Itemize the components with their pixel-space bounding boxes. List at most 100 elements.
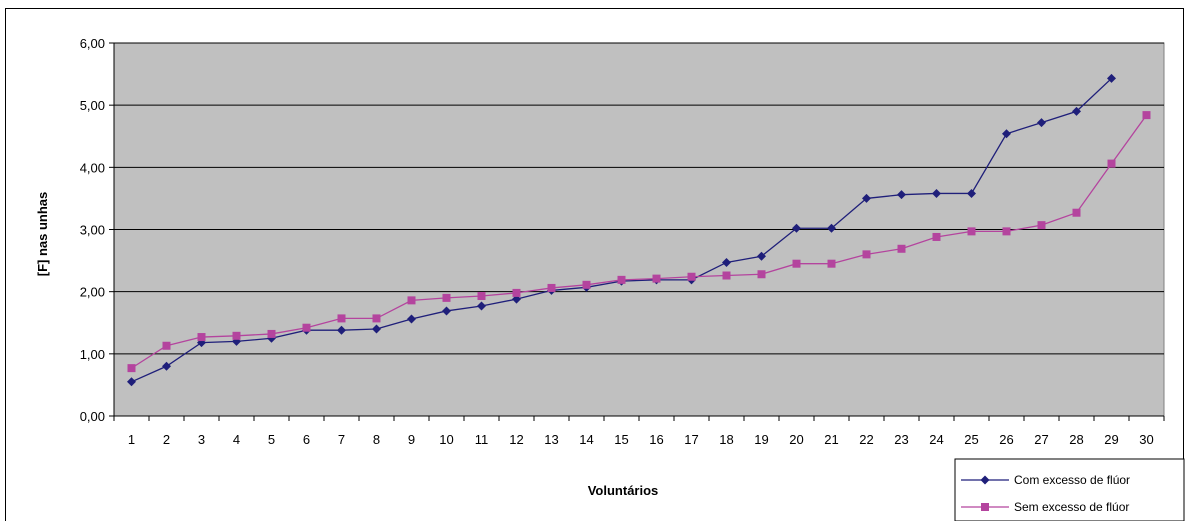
data-point <box>1037 118 1046 128</box>
data-point <box>617 275 626 284</box>
legend-label: Com excesso de flúor <box>1014 473 1130 487</box>
axes <box>109 42 1165 421</box>
data-point <box>1037 221 1046 230</box>
data-point <box>232 331 241 340</box>
data-point <box>1002 227 1011 236</box>
data-point <box>827 223 836 233</box>
data-point <box>827 259 836 268</box>
data-point <box>372 324 381 334</box>
data-point <box>442 306 451 316</box>
x-tick-label: 18 <box>719 432 733 447</box>
data-point <box>757 270 766 279</box>
data-point <box>792 223 801 233</box>
x-tick-label: 29 <box>1104 432 1118 447</box>
data-point <box>862 193 871 203</box>
data-point <box>932 188 941 198</box>
legend-marker <box>981 503 989 511</box>
data-point <box>407 314 416 324</box>
x-tick-labels: 1 2 3 4 5 6 7 8 9 10 11 12 13 14 15 16 17 18 19 20 21 22 23 24 2… <box>128 432 1154 447</box>
data-point <box>197 333 206 342</box>
data-point <box>897 244 906 253</box>
data-point <box>757 251 766 261</box>
data-point <box>582 280 591 289</box>
data-point <box>897 190 906 200</box>
series-group <box>127 73 1151 387</box>
data-point <box>932 232 941 241</box>
x-tick-label: 14 <box>579 432 593 447</box>
series-2 <box>127 111 1151 373</box>
x-tick-label: 25 <box>964 432 978 447</box>
data-point <box>477 301 486 311</box>
x-tick-label: 21 <box>824 432 838 447</box>
y-tick-label: 1,00 <box>80 347 105 362</box>
data-point <box>162 341 171 350</box>
x-tick-label: 30 <box>1139 432 1153 447</box>
data-point <box>1002 129 1011 139</box>
y-tick-label: 5,00 <box>80 98 105 113</box>
x-tick-label: 12 <box>509 432 523 447</box>
x-tick-label: 15 <box>614 432 628 447</box>
legend-box <box>954 458 1185 521</box>
x-tick-label: 8 <box>373 432 380 447</box>
x-tick-label: 16 <box>649 432 663 447</box>
x-tick-label: 2 <box>163 432 170 447</box>
x-tick-label: 7 <box>338 432 345 447</box>
data-point <box>512 288 521 297</box>
y-tick-label: 0,00 <box>80 409 105 424</box>
data-point <box>862 250 871 259</box>
legend: Com excesso de flúor Sem excesso de flúor <box>954 458 1185 521</box>
data-point <box>302 323 311 332</box>
data-point <box>1072 208 1081 217</box>
data-point <box>792 259 801 268</box>
y-tick-label: 6,00 <box>80 36 105 51</box>
data-point <box>1072 106 1081 116</box>
y-tick-labels: 0,00 1,00 2,00 3,00 4,00 5,00 6,00 <box>80 36 105 424</box>
data-point <box>407 296 416 305</box>
y-tick-label: 2,00 <box>80 285 105 300</box>
chart-frame <box>5 8 1184 521</box>
y-axis-title: [F] nas unhas <box>35 192 50 277</box>
data-point <box>547 283 556 292</box>
data-point <box>442 293 451 302</box>
x-tick-label: 26 <box>999 432 1013 447</box>
x-tick-label: 28 <box>1069 432 1083 447</box>
x-tick-label: 13 <box>544 432 558 447</box>
data-point <box>372 314 381 323</box>
data-point <box>652 274 661 283</box>
y-tick-label: 4,00 <box>80 160 105 175</box>
gridlines <box>114 42 1164 355</box>
data-point <box>477 292 486 301</box>
x-tick-label: 27 <box>1034 432 1048 447</box>
y-tick-label: 3,00 <box>80 223 105 238</box>
legend-label: Sem excesso de flúor <box>1014 500 1129 514</box>
x-axis-title: Voluntários <box>588 483 659 498</box>
x-tick-label: 19 <box>754 432 768 447</box>
x-tick-label: 4 <box>233 432 240 447</box>
x-tick-label: 22 <box>859 432 873 447</box>
data-point <box>162 361 171 371</box>
data-point <box>967 188 976 198</box>
data-point <box>127 377 136 387</box>
x-tick-label: 10 <box>439 432 453 447</box>
data-point <box>1142 111 1151 120</box>
legend-marker <box>980 475 990 485</box>
x-tick-label: 20 <box>789 432 803 447</box>
data-point <box>1107 73 1116 83</box>
data-point <box>687 272 696 281</box>
x-tick-label: 9 <box>408 432 415 447</box>
x-tick-label: 6 <box>303 432 310 447</box>
data-point <box>722 257 731 267</box>
data-point <box>337 314 346 323</box>
data-point <box>1107 159 1116 168</box>
data-point <box>967 227 976 236</box>
series-line <box>131 114 1148 369</box>
data-point <box>267 329 276 338</box>
data-point <box>722 271 731 280</box>
x-tick-label: 11 <box>475 432 489 447</box>
x-tick-label: 5 <box>268 432 275 447</box>
x-tick-label: 3 <box>198 432 205 447</box>
data-point <box>127 364 136 373</box>
data-point <box>337 325 346 335</box>
x-tick-label: 17 <box>684 432 698 447</box>
